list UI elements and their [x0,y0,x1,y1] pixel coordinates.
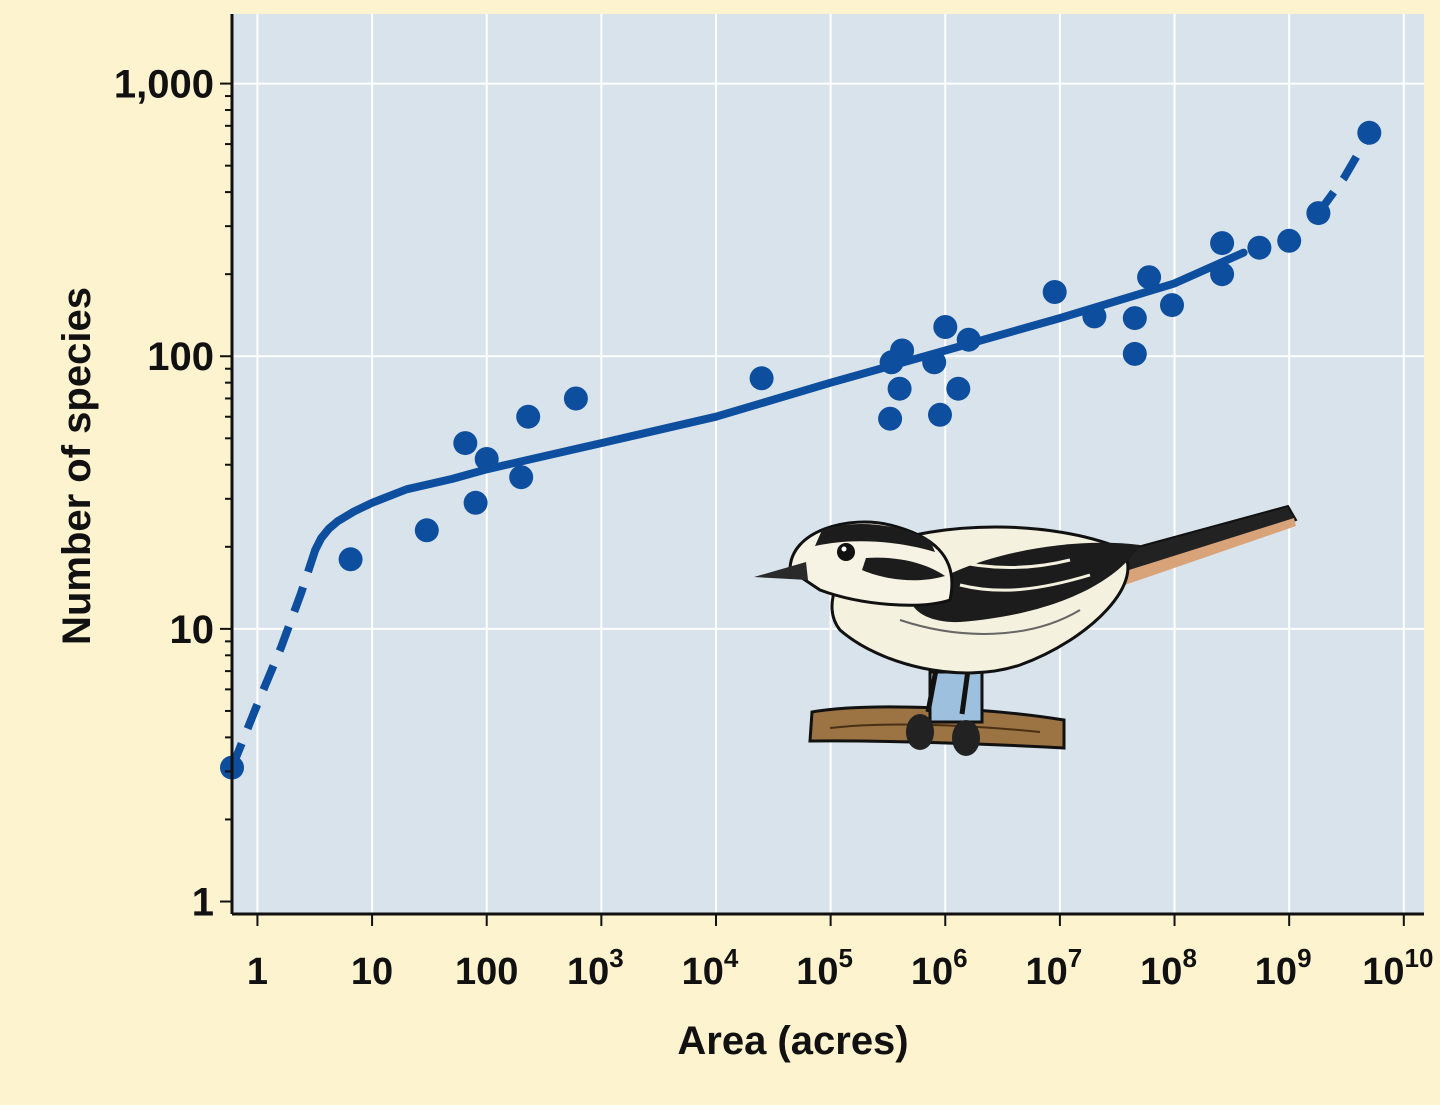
plot-area [232,14,1424,914]
x-tick-label: 10 [351,951,393,993]
y-tick-label: 10 [170,608,215,652]
data-point [414,518,439,543]
data-point [933,315,958,339]
x-tick-label: 105 [796,943,853,993]
data-point [1122,341,1147,366]
warbler-illustration [754,504,1298,756]
x-tick-label: 106 [911,943,968,993]
data-point [749,366,774,391]
data-point [509,465,534,490]
x-axis-label: Area (acres) [677,1019,908,1063]
data-point [338,547,363,572]
data-point [956,327,981,352]
x-tick-label: 103 [567,943,624,993]
x-tick-label: 104 [682,943,739,993]
data-point [463,490,488,515]
data-point [922,350,947,375]
fit-line-solid [311,248,1248,554]
data-point [1277,228,1302,253]
x-tick-label: 107 [1026,943,1083,993]
data-point [946,376,971,401]
data-point [1247,235,1272,260]
data-point [1210,231,1235,256]
data-point [928,402,952,427]
data-point [890,338,915,363]
data-point [1122,306,1147,331]
y-axis-ticks: 1 10 100 1,000 [114,63,232,925]
data-point [1357,120,1382,145]
x-tick-label: 1 [247,951,268,993]
data-point [453,431,478,456]
data-point [1306,201,1331,226]
data-points [220,120,1382,780]
data-point [1210,262,1235,287]
y-tick-label: 100 [147,335,214,379]
data-point [887,376,912,401]
x-tick-label: 108 [1140,943,1197,993]
y-axis-label: Number of species [55,287,99,645]
x-tick-label: 100 [455,951,518,993]
y-tick-label: 1 [192,881,214,925]
data-point [1137,265,1162,290]
fit-line-dashed-large-area [1315,132,1373,216]
data-point [563,386,588,411]
data-point [1160,293,1184,318]
data-point [474,447,499,471]
trend-curve [228,132,1373,770]
data-point [1042,280,1067,304]
x-tick-label: 1010 [1362,943,1433,993]
data-point [1082,304,1107,329]
data-point [516,404,541,429]
fit-line-dashed-small-area [228,548,320,770]
x-tick-label: 109 [1255,943,1312,993]
x-axis-ticks: 1 10 100 103 104 105 106 107 108 109 1010 [247,914,1433,993]
y-tick-label: 1,000 [114,63,214,107]
data-point [878,406,903,431]
